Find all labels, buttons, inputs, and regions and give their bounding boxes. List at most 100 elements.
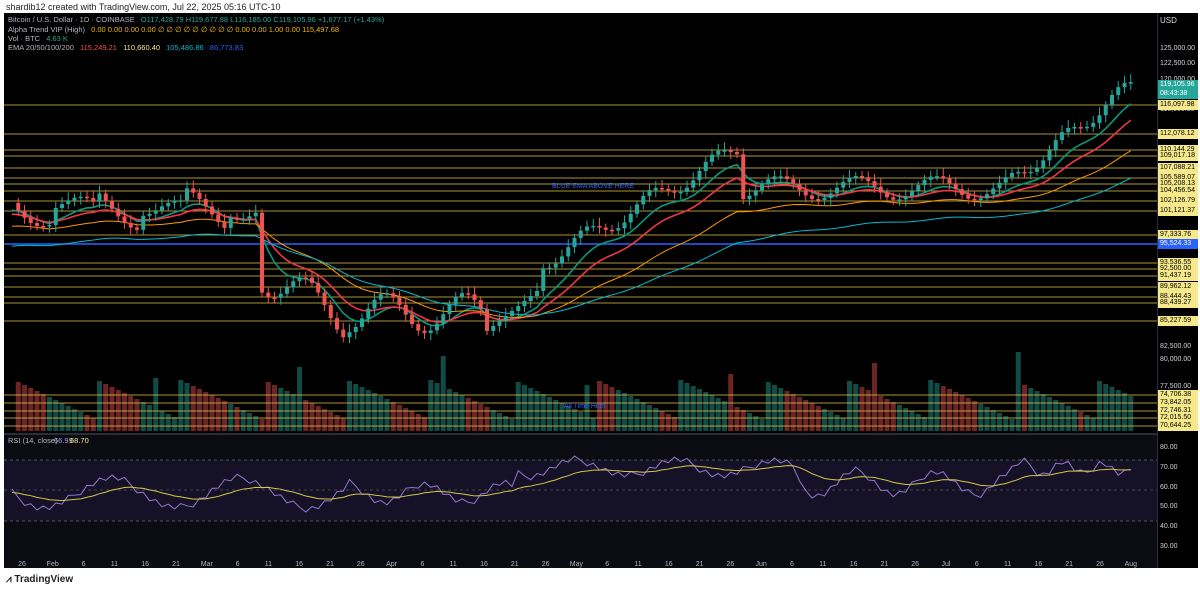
- volume-bar: [459, 395, 465, 431]
- volume-bar: [1128, 396, 1134, 431]
- volume-bar: [159, 411, 165, 431]
- volume-bar: [628, 396, 634, 431]
- price-level-tag: 08:43:38: [1158, 89, 1198, 99]
- candle-body: [85, 196, 89, 199]
- price-level-tag: 116,097.98: [1158, 100, 1198, 110]
- time-axis-label: 26: [726, 561, 735, 568]
- candle-body: [666, 188, 671, 192]
- rsi-label[interactable]: RSI (14, close): [8, 436, 58, 445]
- candle-body: [16, 203, 21, 211]
- candle-body: [510, 311, 514, 316]
- candle-body: [378, 294, 383, 300]
- volume-bar: [40, 394, 46, 431]
- currency-label[interactable]: USD: [1160, 16, 1177, 25]
- candle-body: [516, 306, 521, 311]
- candle-body: [1035, 167, 1039, 172]
- candle-body: [1041, 160, 1046, 168]
- candle-body: [441, 314, 446, 324]
- volume-bar: [134, 399, 140, 431]
- candle-body: [347, 332, 352, 338]
- volume-bar: [922, 417, 927, 431]
- volume-bar: [865, 390, 871, 431]
- volume-bar: [884, 399, 890, 431]
- candle-body: [1060, 132, 1064, 141]
- candle-body: [853, 176, 858, 178]
- candle-body: [535, 291, 539, 296]
- volume-bar: [265, 382, 271, 431]
- volume-bar: [84, 415, 90, 431]
- candle-body: [122, 216, 127, 223]
- candle-body: [103, 193, 108, 201]
- candle-body: [566, 247, 571, 257]
- volume-bar: [603, 384, 609, 431]
- volume-bar: [415, 414, 421, 431]
- candle-body: [491, 326, 496, 331]
- time-axis-label: 6: [81, 561, 86, 568]
- volume-bar: [290, 394, 296, 431]
- price-chart-canvas[interactable]: BLUE EMA ABOVE HERE All Time High RSI (1…: [4, 13, 1157, 568]
- volume-bar: [15, 382, 21, 431]
- volume-bar: [697, 389, 702, 431]
- volume-bar: [1047, 397, 1052, 431]
- ema50-value: 110,660.40: [123, 43, 161, 52]
- volume-bar: [1122, 393, 1127, 431]
- chart-pane[interactable]: Bitcoin / U.S. Dollar · 1D · COINBASE O1…: [4, 13, 1157, 568]
- rsi-value-1: 66.99: [54, 436, 73, 445]
- volume-bar: [822, 409, 827, 431]
- volume-bar: [78, 412, 84, 431]
- time-axis[interactable]: 26 Feb 6 11 16 21 Mar 6 11 16 21 26 Apr 6 11 16 21 26 May 6…: [4, 561, 1157, 568]
- volume-bar: [1103, 384, 1109, 431]
- candle-body: [710, 154, 714, 162]
- candle-body: [678, 191, 683, 194]
- volume-bar: [447, 389, 452, 431]
- time-axis-label: Aug: [1124, 561, 1138, 568]
- volume-bar: [303, 400, 309, 431]
- volume-bar: [840, 418, 846, 431]
- candle-body: [822, 197, 827, 200]
- volume-value: 4.63 K: [46, 34, 68, 43]
- price-axis[interactable]: USD 125,000.00122,500.00120,000.00115,00…: [1157, 13, 1198, 568]
- candle-body: [135, 227, 139, 230]
- candle-body: [941, 176, 946, 179]
- candle-body: [247, 216, 252, 219]
- price-level-tag: 70,644.25: [1158, 421, 1198, 431]
- candle-body: [885, 192, 889, 198]
- volume-bar: [278, 388, 284, 431]
- volume-bar: [997, 413, 1002, 431]
- candle-body: [753, 190, 758, 196]
- volume-bar: [584, 385, 590, 431]
- candle-body: [403, 304, 408, 315]
- candle-body: [916, 185, 921, 192]
- candle-body: [1116, 87, 1121, 95]
- volume-bar: [259, 419, 265, 431]
- candle-body: [72, 197, 77, 201]
- volume-bar: [178, 380, 184, 431]
- candle-body: [591, 225, 596, 228]
- time-axis-label: Mar: [200, 561, 213, 568]
- legend-volume-row[interactable]: Vol · BTC 4.63 K: [8, 34, 72, 43]
- volume-bar: [703, 392, 709, 431]
- legend-alphatrend-row[interactable]: Alpha Trend VIP (High) 0.00 0.00 0.00 0.…: [8, 25, 343, 34]
- ema-lines: [11, 103, 1132, 327]
- volume-bar: [740, 410, 746, 431]
- volume-bar: [753, 416, 759, 431]
- volume-bar: [228, 404, 234, 431]
- price-level-tag: 91,437.19: [1158, 271, 1198, 281]
- legend-ema-row[interactable]: EMA 20/50/100/200 115,249.21 110,660.40 …: [8, 43, 247, 52]
- candle-body: [372, 299, 377, 309]
- time-axis-label: 21: [880, 561, 889, 568]
- volume-bar: [209, 395, 215, 431]
- candle-body: [728, 150, 733, 153]
- tradingview-icon: ⩘: [6, 574, 15, 585]
- time-axis-label: 6: [235, 561, 240, 568]
- candle-body: [297, 277, 302, 282]
- candle-body: [703, 161, 708, 172]
- volume-bar: [409, 411, 415, 431]
- volume-bar: [378, 396, 384, 431]
- price-level-tag: 112,078.12: [1158, 129, 1198, 139]
- symbol-title[interactable]: Bitcoin / U.S. Dollar · 1D · COINBASE: [8, 15, 135, 24]
- candle-body: [1028, 171, 1033, 174]
- candle-body: [966, 194, 971, 199]
- volume-bar: [1009, 419, 1015, 431]
- time-axis-label: 21: [510, 561, 519, 568]
